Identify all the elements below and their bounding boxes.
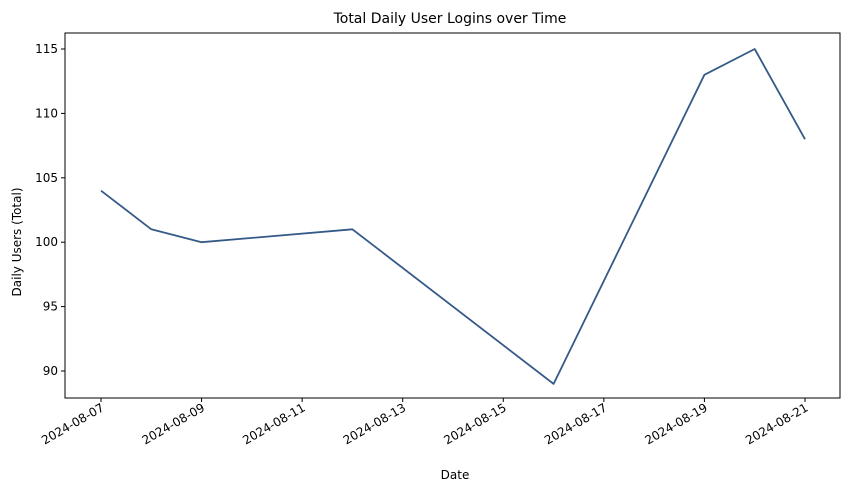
y-tick-label: 95 (43, 300, 58, 314)
y-tick-label: 105 (35, 171, 58, 185)
x-tick-label: 2024-08-13 (341, 400, 408, 447)
y-axis-ticks: 90 95 100 105 110 115 (35, 42, 65, 378)
x-tick-label: 2024-08-19 (643, 400, 710, 447)
x-axis-ticks: 2024-08-07 2024-08-09 2024-08-11 2024-08-13… (39, 398, 811, 447)
y-tick-label: 90 (43, 364, 58, 378)
y-tick-label: 110 (35, 106, 58, 120)
x-axis-label: Date (441, 468, 470, 482)
series-layer (100, 48, 806, 385)
y-tick-label: 115 (35, 42, 58, 56)
x-tick-label: 2024-08-21 (743, 400, 810, 447)
y-axis-label: Daily Users (Total) (10, 188, 24, 297)
chart-title: Total Daily User Logins over Time (333, 11, 567, 27)
x-tick-label: 2024-08-07 (39, 400, 106, 447)
y-tick-label: 100 (35, 235, 58, 249)
x-tick-label: 2024-08-11 (240, 400, 307, 447)
x-tick-label: 2024-08-09 (140, 400, 207, 447)
series-line-0 (100, 48, 806, 385)
plot-frame (64, 32, 841, 399)
x-tick-label: 2024-08-15 (441, 400, 508, 447)
x-tick-label: 2024-08-17 (542, 400, 609, 447)
